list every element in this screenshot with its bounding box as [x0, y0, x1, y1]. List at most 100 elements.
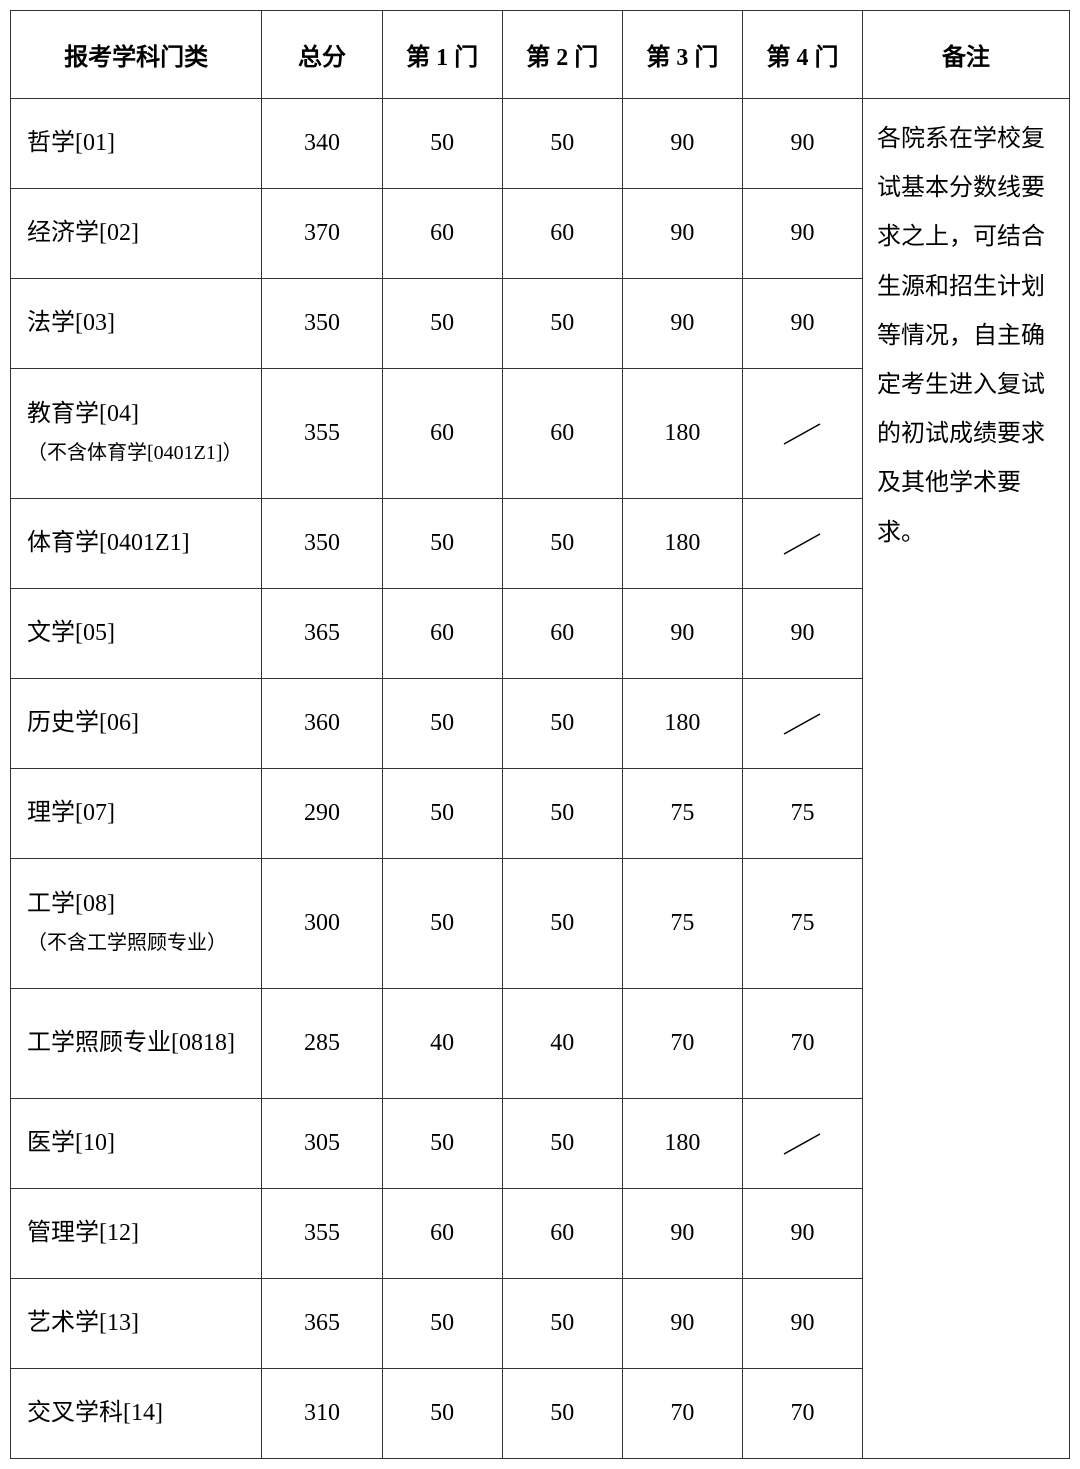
cell-category: 经济学[02] — [11, 189, 262, 279]
cell-total: 355 — [262, 369, 382, 499]
cell-s2: 40 — [502, 989, 622, 1099]
cell-category: 医学[10] — [11, 1099, 262, 1189]
slash-icon — [780, 1129, 824, 1155]
cell-category: 交叉学科[14] — [11, 1369, 262, 1459]
cell-s1: 50 — [382, 679, 502, 769]
cell-s1: 60 — [382, 589, 502, 679]
cell-category: 文学[05] — [11, 589, 262, 679]
cell-s3: 180 — [622, 369, 742, 499]
cell-s4 — [742, 499, 862, 589]
cell-category: 教育学[04]（不含体育学[0401Z1]） — [11, 369, 262, 499]
slash-icon — [780, 529, 824, 555]
cell-s1: 60 — [382, 1189, 502, 1279]
cell-category: 艺术学[13] — [11, 1279, 262, 1369]
cell-s3: 90 — [622, 589, 742, 679]
cell-s3: 70 — [622, 989, 742, 1099]
col-subject3: 第 3 门 — [622, 11, 742, 99]
category-label: 哲学[01] — [27, 130, 115, 156]
cell-s3: 90 — [622, 1189, 742, 1279]
cell-s1: 50 — [382, 1279, 502, 1369]
header-row: 报考学科门类 总分 第 1 门 第 2 门 第 3 门 第 4 门 备注 — [11, 11, 1070, 99]
cell-s4: 90 — [742, 1279, 862, 1369]
category-label: 工学照顾专业[0818] — [27, 1030, 235, 1056]
cell-s4 — [742, 679, 862, 769]
table-row: 哲学[01]34050509090各院系在学校复试基本分数线要求之上，可结合生源… — [11, 99, 1070, 189]
col-category: 报考学科门类 — [11, 11, 262, 99]
cell-s2: 50 — [502, 859, 622, 989]
cell-total: 350 — [262, 499, 382, 589]
cell-s4: 90 — [742, 279, 862, 369]
col-subject4: 第 4 门 — [742, 11, 862, 99]
cell-s2: 50 — [502, 99, 622, 189]
cell-s2: 60 — [502, 1189, 622, 1279]
cell-total: 350 — [262, 279, 382, 369]
cell-s4: 75 — [742, 859, 862, 989]
cell-category: 体育学[0401Z1] — [11, 499, 262, 589]
cell-s3: 75 — [622, 769, 742, 859]
slash-icon — [780, 419, 824, 445]
category-label: 医学[10] — [27, 1130, 115, 1156]
slash-icon — [780, 709, 824, 735]
col-note: 备注 — [863, 11, 1070, 99]
cell-s1: 50 — [382, 99, 502, 189]
cell-total: 310 — [262, 1369, 382, 1459]
cell-s1: 50 — [382, 769, 502, 859]
scores-table: 报考学科门类 总分 第 1 门 第 2 门 第 3 门 第 4 门 备注 哲学[… — [10, 10, 1070, 1459]
cell-s4: 70 — [742, 1369, 862, 1459]
category-label: 历史学[06] — [27, 710, 139, 736]
cell-s2: 50 — [502, 769, 622, 859]
cell-s3: 180 — [622, 679, 742, 769]
category-label: 理学[07] — [27, 800, 115, 826]
cell-s3: 180 — [622, 1099, 742, 1189]
cell-s3: 90 — [622, 279, 742, 369]
cell-s1: 50 — [382, 1369, 502, 1459]
cell-total: 305 — [262, 1099, 382, 1189]
col-subject1: 第 1 门 — [382, 11, 502, 99]
cell-total: 290 — [262, 769, 382, 859]
category-sublabel: （不含工学照顾专业） — [27, 932, 227, 954]
cell-s1: 50 — [382, 499, 502, 589]
cell-category: 法学[03] — [11, 279, 262, 369]
cell-s4: 90 — [742, 99, 862, 189]
cell-s3: 75 — [622, 859, 742, 989]
cell-note: 各院系在学校复试基本分数线要求之上，可结合生源和招生计划等情况，自主确定考生进入… — [863, 99, 1070, 1459]
cell-category: 历史学[06] — [11, 679, 262, 769]
col-total: 总分 — [262, 11, 382, 99]
cell-s1: 60 — [382, 189, 502, 279]
category-label: 文学[05] — [27, 620, 115, 646]
cell-s4: 90 — [742, 1189, 862, 1279]
cell-total: 355 — [262, 1189, 382, 1279]
cell-category: 哲学[01] — [11, 99, 262, 189]
cell-total: 365 — [262, 1279, 382, 1369]
cell-s4: 70 — [742, 989, 862, 1099]
cell-s1: 60 — [382, 369, 502, 499]
cell-s3: 90 — [622, 99, 742, 189]
category-label: 管理学[12] — [27, 1220, 139, 1246]
cell-s1: 50 — [382, 859, 502, 989]
category-label: 法学[03] — [27, 310, 115, 336]
cell-category: 理学[07] — [11, 769, 262, 859]
cell-s2: 50 — [502, 679, 622, 769]
cell-s3: 90 — [622, 189, 742, 279]
category-sublabel: （不含体育学[0401Z1]） — [27, 442, 243, 464]
cell-s4: 90 — [742, 589, 862, 679]
cell-s2: 60 — [502, 589, 622, 679]
table-body: 哲学[01]34050509090各院系在学校复试基本分数线要求之上，可结合生源… — [11, 99, 1070, 1459]
cell-total: 300 — [262, 859, 382, 989]
category-label: 交叉学科[14] — [27, 1400, 163, 1426]
cell-category: 工学照顾专业[0818] — [11, 989, 262, 1099]
cell-category: 工学[08] （不含工学照顾专业） — [11, 859, 262, 989]
cell-s2: 50 — [502, 1279, 622, 1369]
cell-s2: 50 — [502, 279, 622, 369]
cell-s2: 50 — [502, 1099, 622, 1189]
cell-total: 285 — [262, 989, 382, 1099]
cell-total: 370 — [262, 189, 382, 279]
cell-s1: 40 — [382, 989, 502, 1099]
cell-s2: 50 — [502, 499, 622, 589]
cell-total: 360 — [262, 679, 382, 769]
category-label: 体育学[0401Z1] — [27, 530, 190, 556]
category-label: 工学[08] — [27, 891, 115, 917]
cell-s3: 70 — [622, 1369, 742, 1459]
cell-total: 340 — [262, 99, 382, 189]
cell-s1: 50 — [382, 279, 502, 369]
